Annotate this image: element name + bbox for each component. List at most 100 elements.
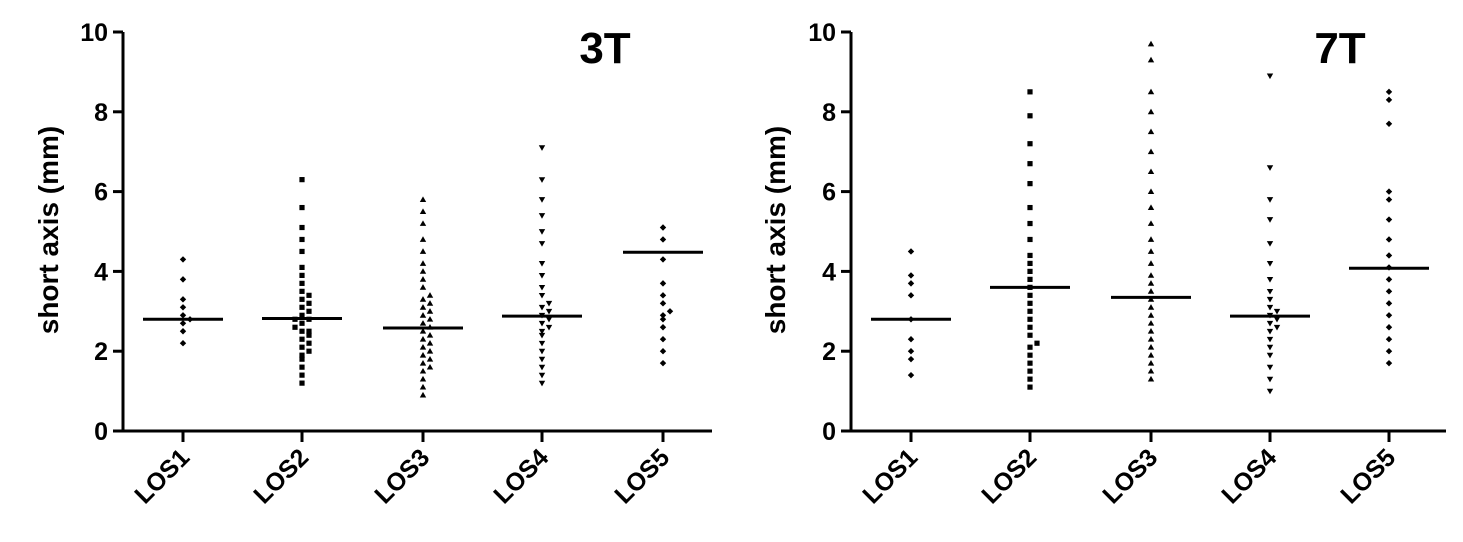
x-tick-label: LOS1 <box>857 443 923 509</box>
data-point <box>659 280 667 287</box>
data-point <box>1027 360 1033 366</box>
data-point <box>1147 280 1155 286</box>
data-point <box>659 256 667 263</box>
data-point <box>426 300 434 306</box>
data-point <box>1266 241 1274 247</box>
data-point <box>419 312 427 318</box>
data-point <box>1273 308 1281 315</box>
data-point <box>1385 236 1393 243</box>
data-point <box>659 348 667 355</box>
data-point <box>907 371 915 379</box>
data-point <box>538 340 546 347</box>
data-point <box>299 224 305 231</box>
data-point <box>538 292 546 299</box>
y-tick-label: 8 <box>94 99 108 127</box>
data-point <box>538 229 546 235</box>
data-point <box>1266 276 1274 283</box>
y-axis-label: short axis (mm) <box>33 126 64 335</box>
data-point <box>1147 56 1155 63</box>
data-point <box>1147 367 1155 374</box>
data-point <box>1147 272 1155 278</box>
data-point <box>1266 328 1274 335</box>
data-point <box>1385 300 1393 307</box>
data-point <box>538 328 546 335</box>
data-point <box>1385 216 1393 223</box>
data-point <box>538 261 546 267</box>
data-point <box>179 340 187 347</box>
data-point <box>299 304 305 310</box>
data-point <box>1385 336 1393 343</box>
x-tick-label: LOS2 <box>248 443 314 509</box>
data-point <box>538 241 546 247</box>
data-point <box>299 344 305 350</box>
data-point <box>419 391 427 398</box>
data-point <box>299 352 305 358</box>
data-point <box>419 336 427 342</box>
data-point <box>538 213 546 219</box>
y-tick-label: 10 <box>80 19 108 47</box>
x-tick-label: LOS3 <box>369 443 435 509</box>
data-point <box>1266 320 1274 327</box>
y-tick-label: 2 <box>822 338 836 366</box>
data-point <box>1027 204 1033 211</box>
data-point <box>426 363 434 370</box>
data-point <box>1147 351 1155 358</box>
data-point <box>538 380 546 387</box>
data-point <box>538 348 546 355</box>
data-point <box>306 300 312 306</box>
data-point <box>1385 196 1393 203</box>
data-point <box>419 236 427 242</box>
data-point <box>538 304 546 311</box>
data-point <box>1147 128 1155 135</box>
data-point <box>1266 296 1274 303</box>
data-point <box>1273 316 1281 323</box>
data-point <box>1027 260 1033 267</box>
data-point <box>1266 217 1274 223</box>
x-tick-label: LOS5 <box>609 443 675 509</box>
data-point <box>1266 261 1274 267</box>
data-point <box>299 204 305 211</box>
data-point <box>179 304 187 311</box>
data-point <box>1266 376 1274 383</box>
data-point <box>1147 375 1155 382</box>
data-point <box>1266 288 1274 295</box>
data-point <box>1147 312 1155 318</box>
data-point <box>545 316 553 323</box>
data-point <box>419 268 427 274</box>
data-point <box>299 280 305 286</box>
data-point <box>426 292 434 298</box>
data-point <box>299 320 305 326</box>
data-point <box>419 367 427 374</box>
data-point <box>299 296 305 302</box>
data-point <box>538 284 546 291</box>
axes: 0 2 4 6 8 10 LOS1 LOS2 LOS3 LOS4 LOS5 <box>808 19 1446 509</box>
data-point <box>538 177 546 183</box>
data-point <box>1147 108 1155 115</box>
data-point <box>1266 304 1274 311</box>
data-point <box>306 332 312 338</box>
data-point <box>1385 312 1393 319</box>
data-point <box>545 308 553 315</box>
data-point <box>299 380 305 386</box>
data-point <box>1385 188 1393 195</box>
data-point <box>426 332 434 338</box>
data-point <box>419 320 427 326</box>
data-point <box>179 256 187 263</box>
data-point <box>1266 388 1274 395</box>
data-point <box>1147 288 1155 294</box>
data-point <box>659 292 667 299</box>
data-point <box>1027 352 1033 358</box>
data-point <box>1147 359 1155 366</box>
data-point <box>1027 89 1033 95</box>
data-point <box>1385 359 1393 367</box>
data-point <box>1027 220 1033 227</box>
data-point <box>907 348 915 355</box>
x-tick-label: LOS3 <box>1097 443 1163 509</box>
data-point <box>179 296 187 303</box>
data-point <box>1273 324 1281 331</box>
data-point <box>1266 73 1274 80</box>
data-point <box>419 208 427 214</box>
y-tick-label: 4 <box>822 258 836 286</box>
data-point <box>1147 296 1155 302</box>
